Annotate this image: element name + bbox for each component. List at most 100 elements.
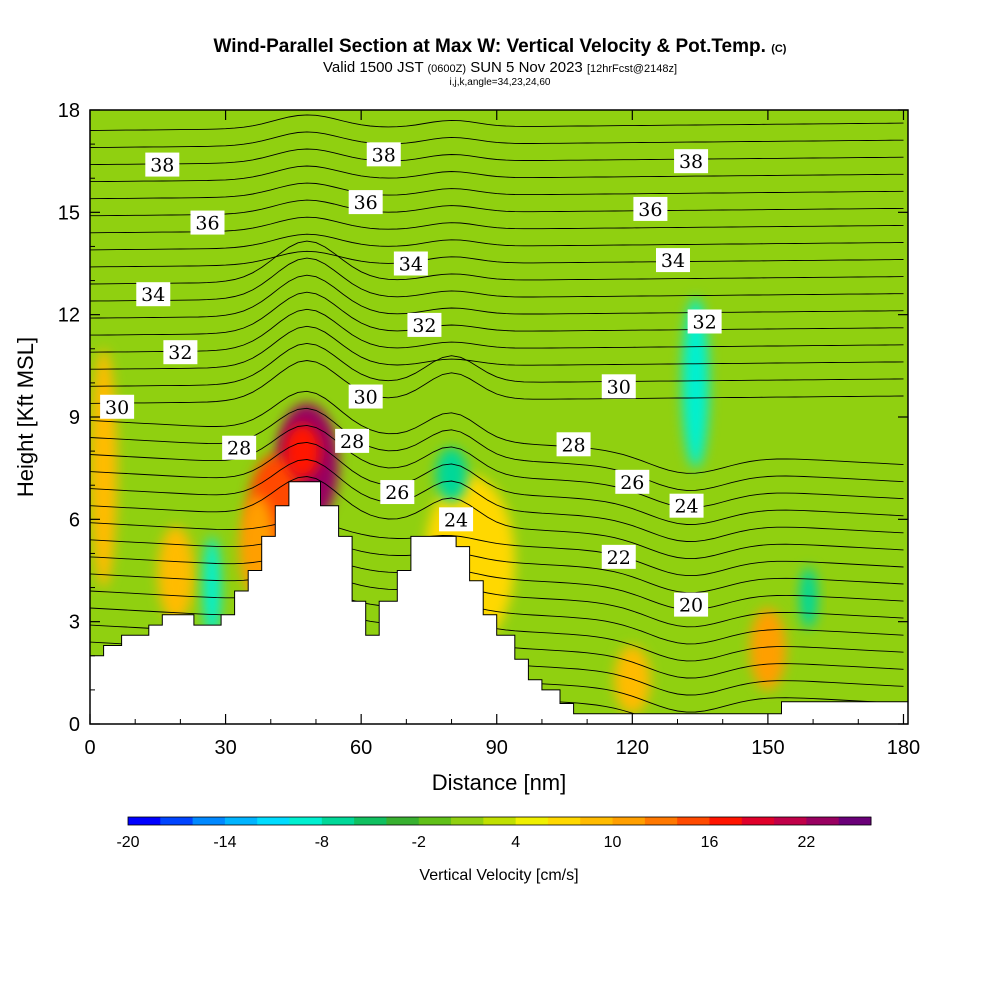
- theta-contour-line: [90, 233, 904, 251]
- x-tick-label: 0: [84, 737, 95, 759]
- terrain: [89, 481, 909, 725]
- copyright-mark: (C): [771, 43, 787, 55]
- colorbar-swatch: [774, 817, 807, 825]
- colorbar-swatch: [321, 817, 355, 825]
- theta-contour-label-text: 38: [679, 151, 703, 173]
- chart-subtitle: Valid 1500 JST (0600Z) SUN 5 Nov 2023 [1…: [0, 60, 1000, 77]
- theta-contour-line: [90, 342, 904, 387]
- y-tick-label: 0: [69, 714, 80, 736]
- colorbar-tick-label: -20: [116, 834, 139, 851]
- colorbar-swatch: [257, 817, 291, 825]
- forecast-info: [12hrFcst@2148z]: [586, 63, 677, 75]
- theta-contour-line: [90, 476, 904, 560]
- chart-title-block: Wind-Parallel Section at Max W: Vertical…: [0, 36, 1000, 88]
- y-tick-label: 3: [69, 612, 80, 634]
- colorbar-swatch: [418, 817, 452, 825]
- colorbar-swatch: [354, 817, 387, 825]
- velocity-feature: [202, 536, 222, 639]
- theta-contour-label-text: 32: [412, 315, 436, 337]
- x-tick-label: 180: [887, 737, 920, 759]
- velocity-feature: [90, 348, 118, 588]
- theta-contour-line: [90, 424, 904, 508]
- colorbar-tick-label: 10: [604, 834, 622, 851]
- theta-contour-line: [90, 390, 904, 474]
- theta-contour-label-text: 34: [141, 284, 165, 306]
- velocity-feature: [614, 645, 651, 714]
- theta-contour-label: 22: [601, 544, 636, 569]
- theta-contour-line: [90, 165, 904, 183]
- colorbar-swatch: [741, 817, 775, 825]
- theta-contour-label-text: 22: [607, 547, 631, 569]
- theta-contour-label: 24: [669, 493, 704, 518]
- theta-contour-label-text: 30: [607, 376, 631, 398]
- velocity-feature: [682, 297, 710, 469]
- theta-contour-label-text: 34: [661, 250, 685, 272]
- theta-contour-line: [90, 274, 904, 319]
- theta-contour-label-text: 24: [444, 509, 468, 531]
- theta-contour-label-text: 28: [340, 431, 364, 453]
- velocity-feature: [749, 608, 786, 690]
- theta-contour-label: 38: [145, 152, 180, 177]
- chart-title: Wind-Parallel Section at Max W: Vertical…: [0, 36, 1000, 60]
- colorbar-swatch: [709, 817, 743, 825]
- y-tick-label: 12: [58, 305, 80, 327]
- theta-contour-line: [90, 459, 904, 542]
- theta-contour-line: [90, 199, 904, 217]
- theta-contour-line: [90, 537, 904, 594]
- theta-contour-label: 36: [348, 190, 383, 215]
- theta-contour-line: [90, 240, 904, 285]
- theta-contour-line: [90, 114, 904, 131]
- colorbar-swatch: [386, 817, 420, 825]
- theta-contour-label-text: 34: [399, 254, 423, 276]
- theta-contour-line: [90, 182, 904, 200]
- theta-contour-label: 34: [393, 251, 428, 276]
- theta-contour-line: [90, 131, 904, 148]
- colorbar-swatch: [612, 817, 646, 825]
- x-tick-label: 30: [214, 737, 236, 759]
- colorbar-swatch: [515, 817, 549, 825]
- theta-contour-line: [90, 291, 904, 336]
- y-tick-label: 18: [58, 100, 80, 122]
- colorbar-tick-label: 16: [701, 834, 719, 851]
- colorbar-swatch: [580, 817, 614, 825]
- y-tick-label: 9: [69, 407, 80, 429]
- colorbar-tick-label: -14: [213, 834, 236, 851]
- velocity-feature: [284, 423, 321, 479]
- theta-contour-label: 38: [366, 142, 401, 167]
- section-params: i,j,k,angle=34,23,24,60: [449, 77, 551, 88]
- colorbar-swatch: [644, 817, 678, 825]
- colorbar-title: Vertical Velocity [cm/s]: [419, 867, 578, 884]
- theta-contour-line: [90, 216, 904, 234]
- colorbar-swatch: [483, 817, 517, 825]
- theta-contour-labels: 38 38 38 36 36 36 34 34 34 32 32 32 30 30 30 28 28 28 26 26…: [100, 142, 722, 617]
- colorbar-swatch: [547, 817, 581, 825]
- theta-contour-label-text: 30: [105, 397, 129, 419]
- colorbar-swatch: [160, 817, 194, 825]
- theta-contour-label: 34: [655, 248, 690, 272]
- velocity-feature: [157, 526, 194, 622]
- theta-contour-label-text: 32: [168, 342, 192, 364]
- valid-time: Valid 1500 JST: [323, 59, 424, 76]
- theta-contour-line: [90, 571, 904, 628]
- x-tick-label: 90: [486, 737, 508, 759]
- theta-contour-label: 20: [674, 592, 709, 617]
- theta-contour-line: [90, 554, 904, 611]
- theta-contour-line: [90, 325, 904, 370]
- theta-contour-label-text: 28: [227, 438, 251, 460]
- colorbar-swatch: [224, 817, 258, 825]
- theta-contour-line: [90, 250, 904, 268]
- theta-contour-label: 30: [348, 384, 383, 409]
- colorbar-tick-label: -8: [315, 834, 329, 851]
- colorbar-tick-label: -2: [412, 834, 426, 851]
- chart-title-text: Wind-Parallel Section at Max W: Vertical…: [213, 36, 766, 57]
- y-tick-label: 6: [69, 509, 80, 531]
- x-tick-label: 60: [350, 737, 372, 759]
- theta-contour-label: 38: [674, 149, 709, 174]
- theta-contour-label-text: 30: [354, 387, 378, 409]
- theta-contour-line: [90, 520, 904, 577]
- y-tick-label: 15: [58, 202, 80, 224]
- theta-contour-label: 28: [222, 435, 257, 460]
- theta-contour-label-text: 26: [620, 472, 644, 494]
- theta-contour-line: [90, 308, 904, 353]
